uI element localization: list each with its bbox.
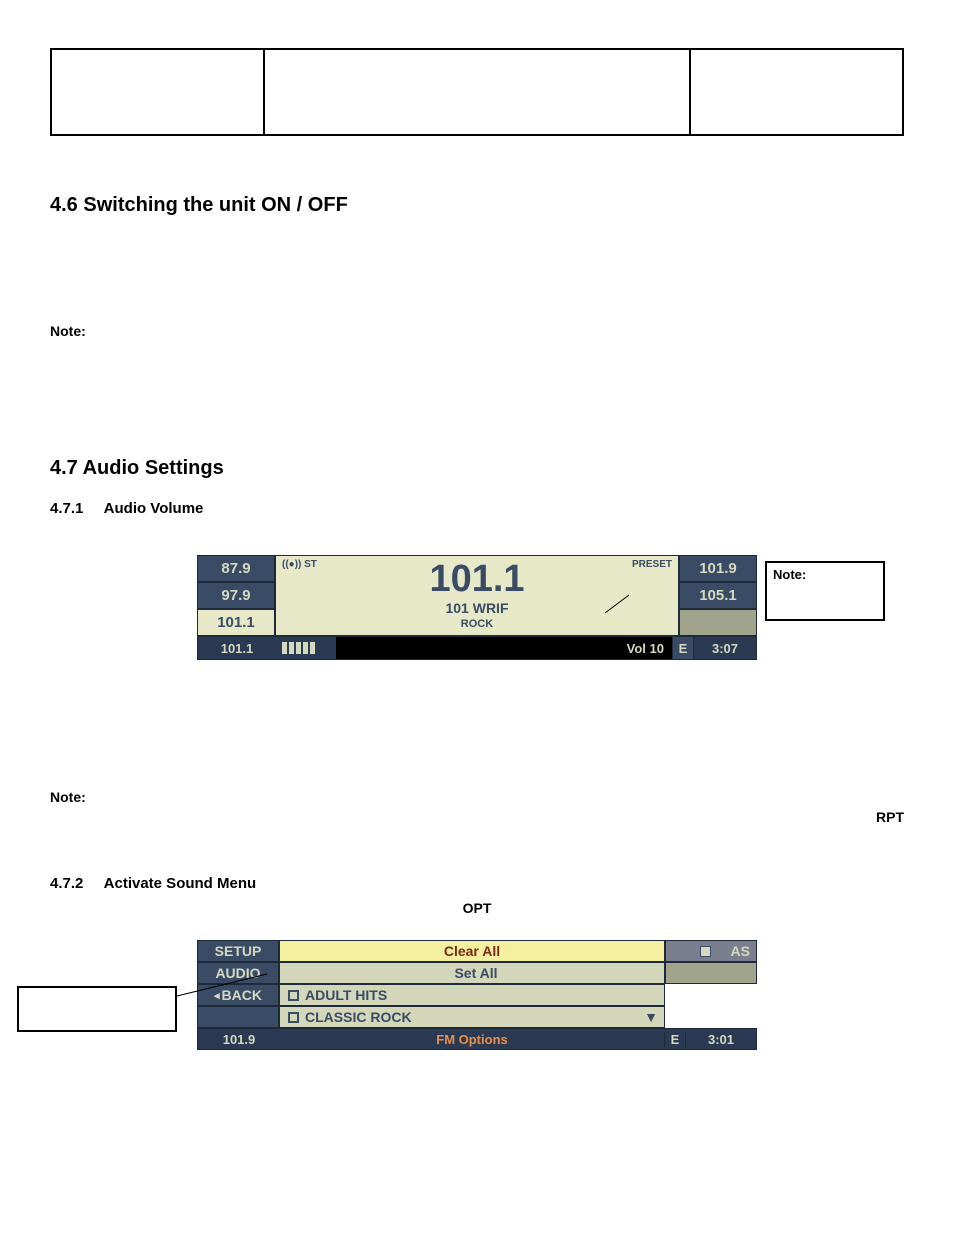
- heading-4-7-1-title: Audio Volume: [104, 500, 204, 517]
- checkbox-icon: [288, 1012, 299, 1023]
- opt-label-text: ADULT HITS: [305, 987, 387, 1003]
- doc-header-table: [50, 48, 904, 136]
- heading-4-6: 4.6 Switching the unit ON / OFF: [50, 194, 904, 217]
- menu-title: FM Options: [280, 1032, 664, 1047]
- menu-opt-set-all[interactable]: Set All: [279, 962, 665, 984]
- opt-label: OPT: [50, 900, 904, 916]
- menu-opt-classic-rock[interactable]: CLASSIC ROCK ▼: [279, 1006, 665, 1028]
- chevron-down-icon: ▼: [644, 1009, 658, 1025]
- rpt-label: RPT: [50, 809, 904, 825]
- header-cell-3: [690, 49, 903, 135]
- heading-4-7-1: 4.7.1 Audio Volume: [50, 500, 904, 517]
- checkbox-icon: [288, 990, 299, 1001]
- opt-label-text: CLASSIC ROCK: [305, 1009, 412, 1025]
- header-cell-2: [264, 49, 690, 135]
- menu-opt-adult-hits[interactable]: ADULT HITS: [279, 984, 665, 1006]
- heading-4-7: 4.7 Audio Settings: [50, 457, 904, 480]
- header-cell-1: [51, 49, 264, 135]
- callout-connector-1: [197, 555, 757, 665]
- heading-4-7-2-num: 4.7.2: [50, 875, 83, 892]
- callout-connector-2: [17, 940, 277, 1040]
- checkbox-icon: [700, 946, 711, 957]
- note-2: Note:: [50, 789, 904, 805]
- menu-as[interactable]: AS: [665, 940, 757, 962]
- menu-status-e: E: [664, 1032, 686, 1047]
- heading-4-7-2: 4.7.2 Activate Sound Menu: [50, 875, 904, 892]
- as-text: AS: [731, 943, 750, 959]
- options-menu: SETUP Clear All AS AUDIO Set All BACK AD…: [197, 940, 757, 1050]
- menu-status-bar: 101.9 FM Options E 3:01: [197, 1028, 757, 1050]
- radio-display: 87.9 ((●)) ST PRESET 101.1 101 WRIF ROCK…: [197, 555, 757, 663]
- note-1: Note:: [50, 323, 904, 339]
- heading-4-7-1-num: 4.7.1: [50, 500, 83, 517]
- menu-status-time: 3:01: [686, 1032, 756, 1047]
- menu-opt-clear-all[interactable]: Clear All: [279, 940, 665, 962]
- callout-note-text: Note:: [773, 567, 806, 582]
- heading-4-7-2-title: Activate Sound Menu: [104, 875, 257, 892]
- callout-note-box: Note:: [765, 561, 885, 621]
- menu-right-pad: [665, 962, 757, 984]
